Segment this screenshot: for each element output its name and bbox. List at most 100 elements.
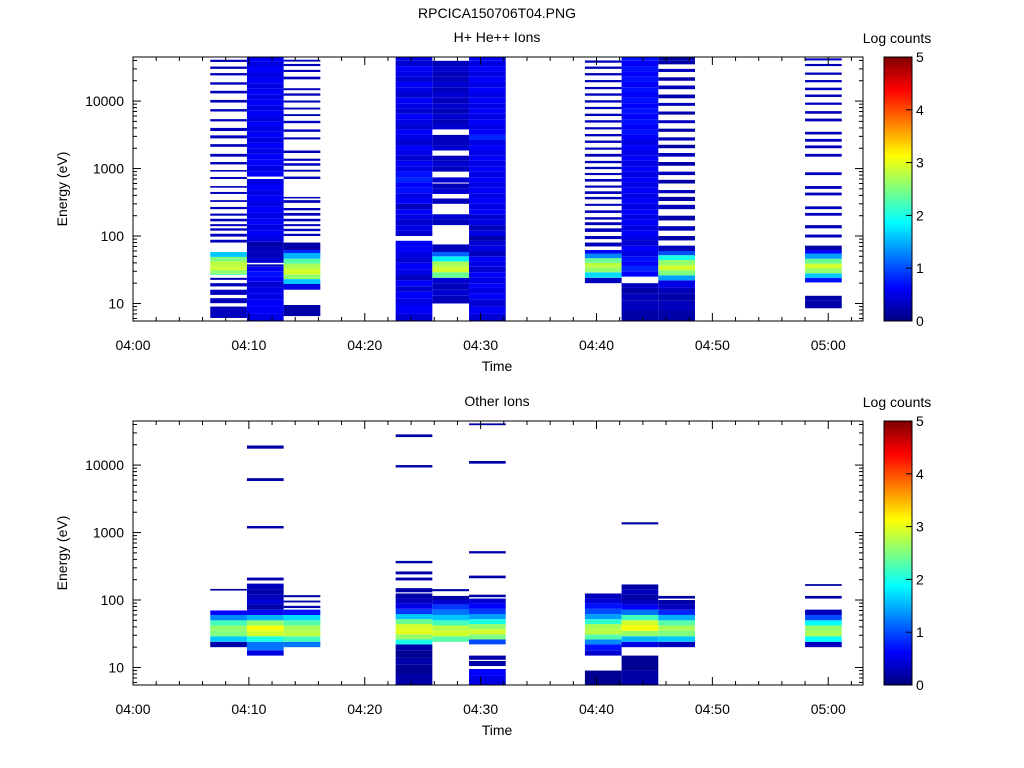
heatmap-cell [621, 283, 659, 288]
heatmap-cell [283, 253, 321, 259]
heatmap-cell [584, 160, 622, 164]
colorbar-scale [883, 420, 913, 686]
heatmap-cell [210, 261, 247, 267]
heatmap-cell [432, 283, 470, 290]
heatmap-cell [584, 66, 622, 69]
heatmap-cell [283, 163, 321, 166]
heatmap-cell [210, 191, 247, 194]
heatmap-cell [584, 272, 622, 278]
heatmap-cell [658, 293, 695, 301]
heatmap-cell [621, 134, 659, 140]
heatmap-cell [395, 134, 433, 140]
heatmap-cell [432, 177, 470, 183]
heatmap-cell [210, 273, 247, 275]
heatmap-cell [432, 97, 470, 104]
heatmap-cell [395, 619, 433, 625]
heatmap-cell [469, 150, 506, 156]
heatmap-cell [395, 66, 433, 72]
heatmap-cell [584, 619, 622, 625]
heatmap-cell [805, 614, 842, 621]
heatmap-cell [210, 224, 247, 227]
heatmap-cell [584, 629, 622, 635]
heatmap-cell [283, 224, 321, 227]
heatmap-cell [469, 619, 506, 625]
heatmap-cell [432, 219, 470, 226]
heatmap-cell [469, 81, 506, 88]
heatmap-cell [621, 108, 659, 114]
heatmap-cell [584, 60, 622, 63]
heatmap-cell [210, 233, 247, 237]
x-tick-label: 04:00 [115, 701, 150, 717]
y-tick-label: 10 [108, 659, 124, 675]
heatmap-cell [395, 674, 433, 685]
heatmap-cell [246, 620, 284, 626]
heatmap-cell [395, 113, 433, 120]
heatmap-cell [658, 609, 695, 615]
heatmap-cell [469, 250, 506, 257]
heatmap-cell [432, 76, 470, 82]
heatmap-cell [395, 129, 433, 135]
heatmap-cell [395, 97, 433, 104]
heatmap-cell [210, 90, 247, 94]
heatmap-cell [469, 177, 506, 183]
heatmap-cell [283, 600, 321, 603]
heatmap-cell [621, 600, 659, 605]
heatmap-cell [658, 280, 695, 288]
heatmap-cell [658, 137, 695, 141]
heatmap-cell [432, 595, 470, 601]
heatmap-cell [584, 80, 622, 83]
heatmap-cell [432, 614, 470, 621]
heatmap-cell [805, 641, 842, 648]
heatmap-cell [469, 639, 506, 645]
heatmap-cell [658, 260, 695, 266]
heatmap-cell [246, 266, 284, 272]
heatmap-cell [584, 93, 622, 96]
heatmap-cell [621, 66, 659, 72]
heatmap-cell [469, 293, 506, 300]
heatmap-cell [805, 584, 842, 586]
panel-1-axes: 04:00 04:10 04:20 04:30 04:40 04:50 05:00 10 100… [85, 56, 864, 353]
heatmap-cell [246, 126, 284, 132]
heatmap-cell [469, 134, 506, 140]
heatmap-cell [621, 97, 659, 104]
heatmap-cell [469, 60, 506, 67]
heatmap-cell [432, 625, 470, 631]
heatmap-cell [621, 198, 659, 204]
heatmap-cell [805, 172, 842, 176]
heatmap-cell [432, 244, 470, 252]
heatmap-cell [584, 634, 622, 640]
heatmap-cell [469, 155, 506, 161]
heatmap-cell [621, 57, 659, 61]
heatmap-cell [584, 203, 622, 206]
heatmap-cell [621, 145, 659, 151]
heatmap-cell [469, 92, 506, 98]
heatmap-cell [246, 195, 284, 202]
heatmap-cell [283, 228, 321, 232]
heatmap-cell [621, 219, 659, 226]
heatmap-cell [395, 286, 433, 292]
heatmap-cell [246, 190, 284, 196]
heatmap-cell [658, 600, 695, 605]
panel-other-ions: Other Ions 04:00 04:10 04:20 04:30 04:40 04:5… [54, 393, 931, 738]
heatmap-cell [210, 610, 247, 615]
heatmap-cell [283, 93, 321, 96]
heatmap-cell [584, 250, 622, 254]
heatmap-cell [246, 99, 284, 106]
heatmap-cell [469, 230, 506, 237]
heatmap-cell [283, 150, 321, 153]
heatmap-cell [432, 589, 470, 592]
heatmap-cell [210, 620, 247, 626]
heatmap-cell [469, 219, 506, 226]
heatmap-cell [621, 124, 659, 130]
heatmap-cell [395, 160, 433, 167]
heatmap-cell [432, 166, 470, 172]
heatmap-cell [246, 526, 284, 529]
heatmap-cell [805, 273, 842, 278]
heatmap-cell [210, 251, 247, 257]
heatmap-cell [658, 595, 695, 599]
heatmap-cell [432, 256, 470, 262]
heatmap-cell [805, 131, 842, 135]
x-tick-label: 04:10 [231, 337, 266, 353]
heatmap-cell [246, 121, 284, 127]
heatmap-cell [805, 300, 842, 309]
